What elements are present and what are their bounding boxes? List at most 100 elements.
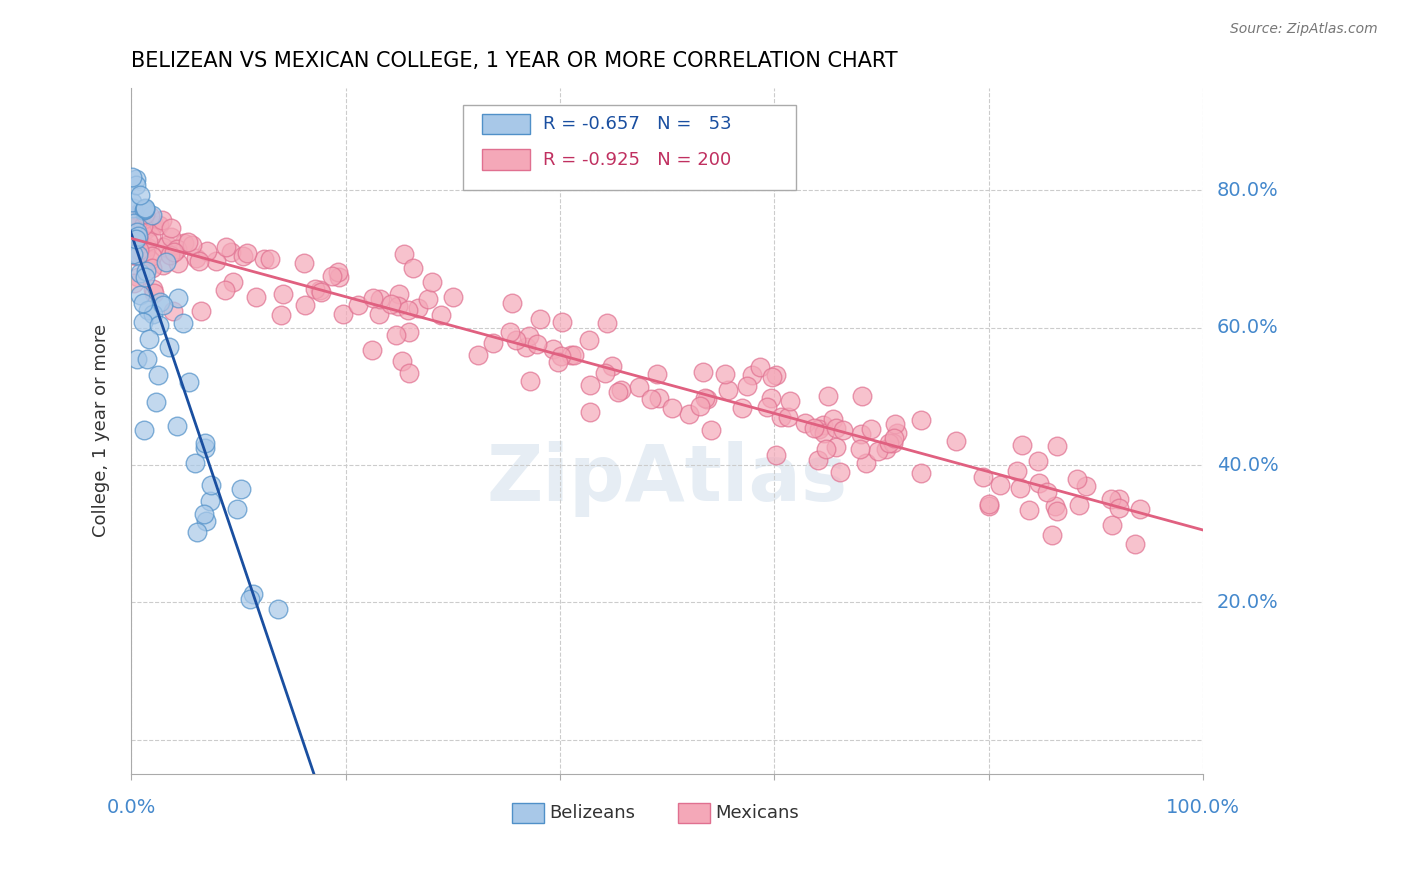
Point [134, 270, 156, 285]
Point [848, 442, 870, 456]
Point [1066, 472, 1088, 486]
Point [139, 252, 162, 267]
Point [186, 252, 208, 266]
Point [270, 308, 292, 322]
Point [159, 244, 181, 258]
Point [215, 240, 238, 254]
Point [972, 470, 994, 484]
Point [328, 270, 350, 285]
Point [765, 368, 787, 382]
Point [129, 188, 152, 202]
Point [135, 263, 157, 277]
Point [155, 255, 177, 269]
Point [226, 502, 249, 516]
Point [245, 290, 267, 304]
Point [141, 249, 163, 263]
Point [134, 202, 156, 217]
Text: Mexicans: Mexicans [716, 805, 799, 822]
Point [394, 247, 416, 261]
Point [529, 311, 551, 326]
Bar [512, 803, 544, 823]
Point [875, 442, 897, 456]
Point [162, 304, 184, 318]
Point [127, 270, 149, 285]
Bar [678, 803, 710, 823]
Point [127, 229, 149, 244]
Point [190, 304, 212, 318]
Point [152, 240, 174, 254]
Point [141, 229, 163, 244]
Point [547, 354, 569, 368]
Point [1028, 476, 1050, 491]
Point [125, 172, 148, 186]
Point [129, 288, 152, 302]
Point [195, 244, 218, 258]
Point [730, 401, 752, 416]
Point [121, 247, 143, 261]
Point [519, 374, 541, 388]
Point [145, 394, 167, 409]
Point [160, 220, 183, 235]
Point [859, 422, 882, 436]
Text: Source: ZipAtlas.com: Source: ZipAtlas.com [1230, 22, 1378, 37]
Point [815, 442, 838, 456]
Point [173, 236, 195, 251]
Point [717, 383, 740, 397]
Point [304, 282, 326, 296]
Point [385, 327, 408, 342]
Point [1011, 437, 1033, 451]
Point [562, 348, 585, 362]
Point [186, 525, 208, 540]
Text: 20.0%: 20.0% [1216, 593, 1278, 612]
Point [560, 348, 582, 362]
Point [910, 466, 932, 480]
Point [121, 194, 143, 209]
Point [979, 500, 1001, 514]
Point [239, 592, 262, 607]
Point [131, 203, 153, 218]
Point [398, 366, 420, 380]
Point [779, 393, 801, 408]
Point [128, 243, 150, 257]
Point [855, 456, 877, 470]
Point [593, 367, 616, 381]
Point [640, 392, 662, 407]
Point [430, 308, 453, 322]
Text: 80.0%: 80.0% [1216, 181, 1278, 200]
Point [868, 444, 890, 458]
Point [778, 409, 800, 424]
Point [132, 315, 155, 329]
Point [127, 216, 149, 230]
Point [125, 249, 148, 263]
Point [1069, 499, 1091, 513]
Point [1074, 479, 1097, 493]
Point [253, 252, 276, 266]
Point [139, 210, 162, 224]
Point [700, 423, 723, 437]
Point [142, 282, 165, 296]
Point [396, 302, 419, 317]
Point [134, 207, 156, 221]
Point [271, 287, 294, 301]
Point [122, 213, 145, 227]
Point [292, 255, 315, 269]
Point [142, 218, 165, 232]
Point [149, 294, 172, 309]
Point [692, 365, 714, 379]
Text: Belizeans: Belizeans [550, 805, 636, 822]
Point [884, 417, 907, 432]
Point [600, 359, 623, 373]
Point [259, 252, 281, 266]
Point [132, 423, 155, 437]
Point [501, 296, 523, 310]
Point [127, 247, 149, 261]
Point [157, 340, 180, 354]
Point [181, 237, 204, 252]
Point [1099, 492, 1122, 507]
Text: R = -0.925   N = 200: R = -0.925 N = 200 [543, 151, 731, 169]
Point [877, 436, 900, 450]
Point [441, 290, 464, 304]
Point [135, 351, 157, 366]
Point [741, 368, 763, 382]
Point [803, 421, 825, 435]
